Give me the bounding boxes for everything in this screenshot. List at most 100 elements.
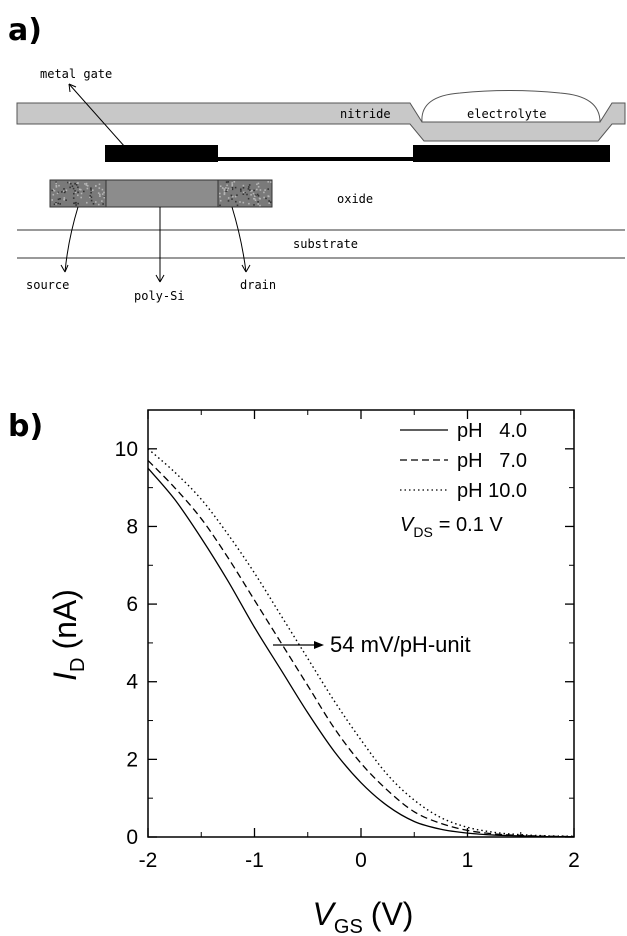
speckle — [85, 182, 88, 185]
speckle — [51, 189, 53, 192]
speckle — [72, 187, 75, 190]
speckle — [69, 186, 71, 189]
speckle — [224, 188, 227, 191]
speckle — [86, 201, 88, 204]
y-tick-label: 0 — [126, 826, 138, 849]
x-axis-unit: (V) — [371, 896, 414, 932]
speckle — [263, 191, 265, 194]
speckle — [269, 181, 272, 183]
speckle — [101, 200, 103, 202]
speckle — [99, 193, 101, 196]
speckle — [57, 202, 59, 205]
speckle — [233, 181, 236, 183]
x-tick-label: -1 — [245, 849, 264, 872]
speckle — [74, 202, 77, 204]
speckle — [52, 193, 55, 196]
legend-label-2: pH 10.0 — [457, 480, 527, 502]
speckle — [242, 193, 245, 195]
panel-a-label: a) — [8, 13, 42, 48]
speckle — [55, 202, 57, 204]
speckle — [253, 189, 255, 192]
speckle — [90, 189, 92, 191]
poly-si-label: poly-Si — [134, 289, 185, 303]
drain-arrow — [231, 206, 247, 273]
speckle — [236, 204, 239, 207]
panel-b-label: b) — [8, 409, 43, 444]
speckle — [77, 191, 79, 194]
speckle — [257, 182, 260, 185]
speckle — [67, 181, 69, 184]
speckle — [68, 181, 71, 184]
speckle — [80, 196, 82, 199]
speckle — [257, 186, 260, 188]
speckle — [225, 181, 228, 183]
x-tick-label: 0 — [355, 849, 367, 872]
x-axis-title: VGS (V) — [313, 896, 414, 936]
vds-symbol: V — [400, 514, 415, 536]
speckle — [103, 191, 105, 194]
speckle — [226, 184, 228, 187]
speckle — [264, 189, 266, 191]
speckle — [240, 188, 242, 191]
speckle — [256, 183, 258, 186]
metal-gate-left — [105, 145, 218, 162]
poly-si-arrowhead — [155, 274, 165, 283]
speckle — [95, 201, 97, 203]
speckle — [55, 203, 57, 205]
speckle — [250, 190, 252, 192]
leader-lines — [60, 83, 251, 283]
speckle — [72, 197, 75, 199]
speckle — [51, 199, 53, 201]
speckle — [257, 195, 260, 197]
panel-a: a) metal gate nitride electrolyte oxide … — [8, 13, 626, 303]
speckle — [52, 188, 54, 191]
y-axis-unit: (nA) — [47, 589, 83, 649]
speckle — [247, 188, 250, 190]
speckle — [259, 189, 262, 191]
speckle — [249, 189, 251, 191]
speckle — [235, 200, 237, 203]
speckle — [59, 203, 61, 205]
speckle — [95, 185, 97, 187]
y-tick-label: 2 — [126, 748, 138, 771]
source-arrow — [64, 206, 79, 273]
speckle — [63, 191, 66, 194]
speckle — [223, 191, 226, 194]
nitride-label: nitride — [340, 107, 391, 121]
speckle — [79, 188, 81, 191]
drain-label: drain — [240, 278, 276, 292]
speckle — [225, 190, 227, 192]
metal-gate-arrowhead — [68, 83, 77, 93]
speckle — [97, 192, 100, 194]
series-line-1 — [147, 460, 575, 838]
speckle — [256, 193, 259, 196]
y-tick-label: 8 — [126, 515, 138, 538]
speckle — [55, 181, 57, 184]
gate-bridge — [218, 157, 413, 161]
series-lines — [147, 448, 575, 838]
speckle — [85, 184, 88, 186]
y-tick-label: 6 — [126, 593, 138, 616]
speckle — [80, 192, 83, 195]
speckle — [230, 194, 233, 197]
speckle — [268, 200, 270, 202]
speckle — [258, 197, 261, 200]
metal-gate-label: metal gate — [40, 67, 112, 81]
speckle — [56, 192, 59, 195]
substrate-label: substrate — [293, 237, 358, 251]
speckle — [53, 189, 56, 192]
series-line-2 — [147, 448, 575, 837]
drain-region — [217, 179, 273, 208]
series-line-0 — [147, 467, 575, 838]
vds-note: VDS = 0.1 V — [400, 514, 503, 540]
speckle — [231, 198, 233, 200]
speckle — [63, 188, 65, 190]
speckle — [234, 186, 237, 189]
speckle — [89, 196, 91, 198]
speckle — [244, 191, 246, 194]
speckle — [86, 185, 89, 187]
poly-si-region — [105, 179, 219, 208]
speckle — [63, 198, 65, 201]
speckle — [259, 204, 261, 207]
